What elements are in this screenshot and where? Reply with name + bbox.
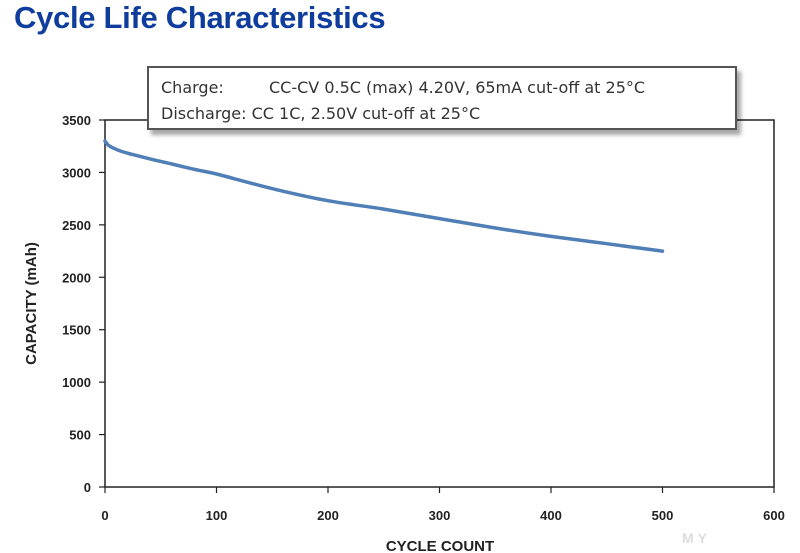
y-tick-label: 1000 [62,375,91,390]
capacity-line [103,139,665,253]
x-axis-title: CYCLE COUNT [386,538,494,553]
charge-label: Charge: [161,78,224,97]
x-tick-label: 300 [429,508,451,523]
watermark: MY [682,530,711,546]
y-tick-label: 0 [84,480,91,495]
y-tick-label: 500 [69,428,91,443]
y-tick-label: 2500 [62,218,91,233]
y-tick-label: 3500 [62,113,91,128]
y-axis-title: CAPACITY (mAh) [23,242,40,365]
x-tick-label: 200 [317,508,339,523]
chart-labels: 0 100 200 300 400 500 600 0 500 1000 1500 2000 2500 3… [23,113,785,553]
x-tick-label: 400 [540,508,562,523]
charge-text: CC-CV 0.5C (max) 4.20V, 65mA cut-off at … [269,78,646,97]
y-tick-label: 3000 [62,165,91,180]
y-tick-label: 2000 [62,270,91,285]
x-tick-label: 0 [101,508,108,523]
x-tick-label: 100 [206,508,228,523]
x-tick-label: 500 [652,508,674,523]
x-tick-label: 600 [763,508,785,523]
chart-series [103,139,665,253]
discharge-condition: Discharge: CC 1C, 2.50V cut-off at 25°C [161,101,735,127]
chart-axes [99,119,775,493]
discharge-text: CC 1C, 2.50V cut-off at 25°C [251,104,481,123]
y-tick-label: 1500 [62,323,91,338]
charge-condition: Charge: CC-CV 0.5C (max) 4.20V, 65mA cut-… [161,75,735,101]
test-conditions-box: Charge: CC-CV 0.5C (max) 4.20V, 65mA cut-… [147,66,737,130]
discharge-label: Discharge: [161,104,247,123]
plot-area-frame [104,119,775,488]
page-title: Cycle Life Characteristics [14,0,386,35]
